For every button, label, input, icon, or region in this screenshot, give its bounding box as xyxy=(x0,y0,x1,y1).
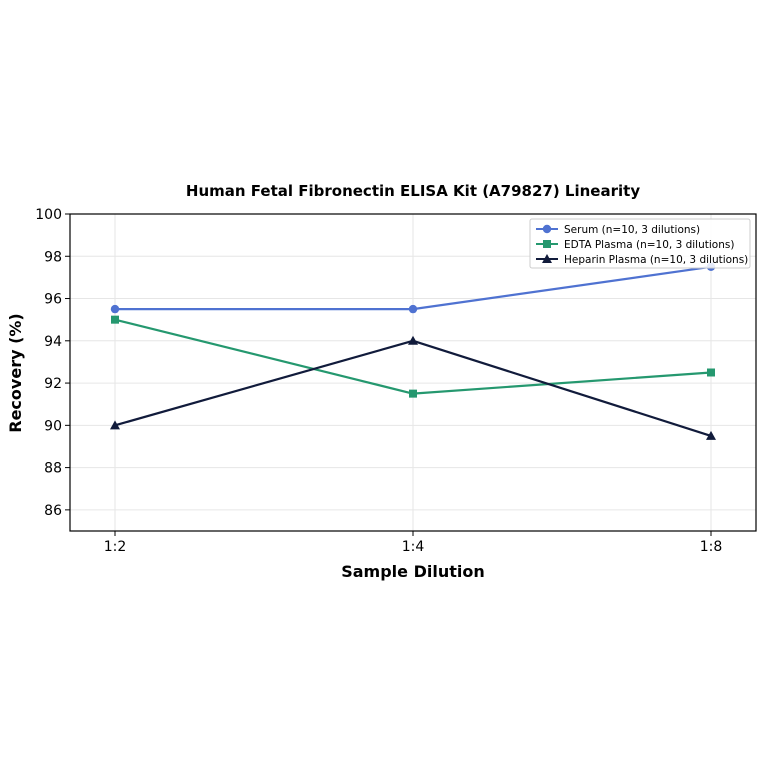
y-tick-label: 100 xyxy=(35,207,62,223)
data-point xyxy=(409,389,417,398)
y-tick-label: 94 xyxy=(44,334,62,350)
data-point xyxy=(110,304,120,314)
legend-entry-label: EDTA Plasma (n=10, 3 dilutions) xyxy=(564,239,734,251)
chart-title: Human Fetal Fibronectin ELISA Kit (A7982… xyxy=(186,182,640,200)
data-point xyxy=(408,304,418,314)
x-tick-label: 1:4 xyxy=(402,539,425,555)
y-tick-label: 90 xyxy=(44,418,62,434)
y-tick-label: 98 xyxy=(44,249,62,265)
y-tick-label: 92 xyxy=(44,376,62,392)
axis-layer: 86 88 90 92 94 96 98 100 1:2 1:4 1:8 xyxy=(35,207,722,555)
legend: Serum (n=10, 3 dilutions) EDTA Plasma (n=… xyxy=(529,218,751,269)
data-point xyxy=(706,430,716,440)
series-0 xyxy=(110,262,716,314)
x-tick-label: 1:2 xyxy=(104,539,127,555)
plot-frame xyxy=(69,213,757,532)
data-point xyxy=(110,420,120,430)
x-tick-label: 1:8 xyxy=(700,539,723,555)
y-tick-label: 88 xyxy=(44,461,62,477)
legend-entry-label: Heparin Plasma (n=10, 3 dilutions) xyxy=(564,254,748,266)
x-axis-label: Sample Dilution xyxy=(341,562,485,581)
data-point xyxy=(408,335,418,345)
series-2 xyxy=(110,335,716,440)
legend-box xyxy=(529,218,751,269)
data-point xyxy=(707,368,715,377)
y-axis-label: Recovery (%) xyxy=(6,313,25,432)
series-1 xyxy=(111,315,715,398)
legend-swatch-marker xyxy=(542,224,552,234)
legend-swatch-marker xyxy=(543,240,551,248)
data-point xyxy=(111,315,119,324)
series-layer xyxy=(110,262,716,440)
legend-swatch-marker xyxy=(542,254,552,263)
y-tick-label: 86 xyxy=(44,503,62,519)
legend-entry-label: Serum (n=10, 3 dilutions) xyxy=(564,224,700,236)
y-tick-label: 96 xyxy=(44,292,62,308)
